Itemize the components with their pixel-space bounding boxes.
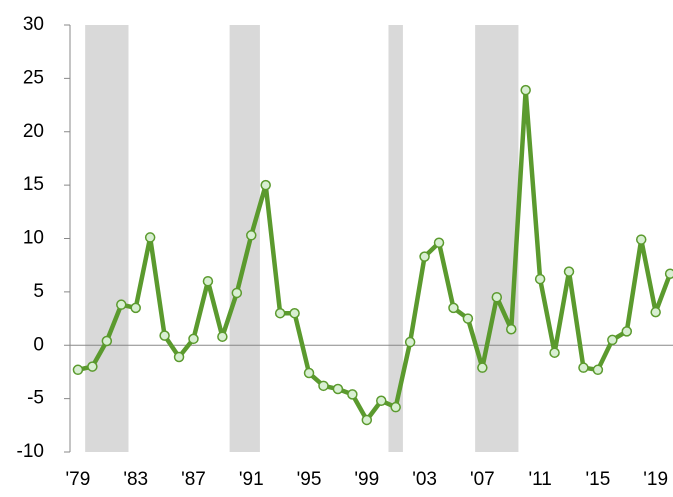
- y-tick-label: -5: [27, 388, 44, 409]
- point: [116, 299, 127, 310]
- point: [188, 333, 199, 345]
- point: [375, 395, 387, 407]
- point: [217, 331, 228, 342]
- point: [578, 362, 589, 373]
- point: [549, 347, 560, 358]
- x-tick-label: '11: [528, 469, 551, 490]
- point: [246, 230, 257, 241]
- x-tick-label: '87: [181, 469, 206, 490]
- point: [303, 367, 315, 379]
- y-tick-label: 10: [23, 228, 44, 249]
- point: [448, 302, 459, 314]
- y-tick-label: 15: [23, 174, 44, 195]
- point: [318, 380, 329, 392]
- x-tick-label: '07: [470, 469, 495, 490]
- point: [563, 266, 575, 277]
- point: [101, 335, 113, 347]
- point: [404, 336, 416, 348]
- shaded-period: [85, 25, 129, 452]
- point: [361, 414, 373, 426]
- point: [289, 307, 300, 319]
- point: [231, 287, 243, 299]
- point: [520, 84, 531, 96]
- x-tick-label: '91: [239, 469, 264, 490]
- point: [419, 251, 430, 262]
- x-tick-label: '99: [354, 469, 379, 490]
- y-tick-label: -10: [17, 441, 44, 462]
- y-tick-label: 0: [33, 334, 44, 355]
- y-tick-label: 30: [23, 14, 44, 35]
- x-tick-label: '95: [297, 469, 322, 490]
- point: [433, 237, 445, 249]
- point: [664, 268, 673, 279]
- point: [202, 275, 214, 287]
- point: [477, 362, 488, 373]
- x-tick-label: '83: [123, 469, 148, 490]
- y-tick-label: 20: [23, 121, 44, 142]
- x-tick-label: '03: [412, 469, 437, 490]
- point: [635, 234, 647, 245]
- x-tick-label: '19: [643, 469, 668, 490]
- point: [650, 306, 661, 318]
- point: [72, 364, 84, 376]
- point: [87, 361, 98, 372]
- shaded-period: [475, 25, 519, 452]
- y-tick-label: 5: [33, 281, 44, 302]
- point: [159, 330, 170, 341]
- point: [332, 383, 344, 395]
- point: [347, 389, 358, 400]
- point: [592, 364, 604, 376]
- point: [621, 326, 633, 337]
- point: [607, 334, 618, 346]
- point: [491, 291, 503, 303]
- x-tick-label: '15: [586, 469, 611, 490]
- y-tick-label: 25: [23, 67, 44, 88]
- x-tick-label: '79: [66, 469, 91, 490]
- point: [505, 323, 517, 335]
- point: [274, 307, 286, 319]
- point: [534, 273, 546, 285]
- point: [390, 401, 401, 413]
- point: [173, 351, 185, 363]
- point: [260, 179, 271, 191]
- point: [462, 313, 474, 324]
- point: [144, 232, 156, 243]
- point: [130, 302, 141, 314]
